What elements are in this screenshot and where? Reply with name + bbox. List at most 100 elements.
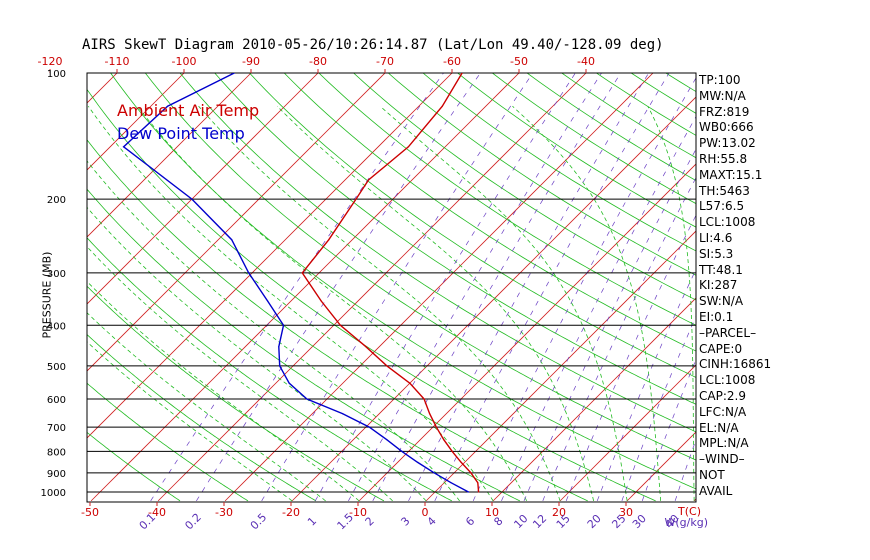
mixing-ratio-line — [150, 73, 444, 502]
mixing-ratio-line — [372, 73, 621, 502]
mixing-ratio-tick-label: 3 — [398, 514, 412, 528]
chart-title: AIRS SkewT Diagram 2010-05-26/10:26:14.8… — [82, 37, 664, 53]
pressure-tick-label: 500 — [47, 362, 66, 373]
moist-adiabat-line — [647, 106, 695, 501]
mixing-ratio-line — [348, 73, 602, 502]
mixing-ratio-tick-label: 0.5 — [248, 511, 270, 533]
bottom-temp-tick-label: -40 — [148, 506, 166, 519]
dry-adiabat-line — [318, 73, 696, 326]
dewpoint-temp-point — [386, 439, 388, 441]
isotherm-line — [87, 73, 252, 238]
mixing-ratio-tick-label: 6 — [463, 514, 477, 528]
isotherm-line — [90, 73, 520, 502]
dewpoint-temp-point — [167, 105, 169, 107]
stat-line: MPL:N/A — [699, 436, 749, 451]
pressure-tick-label: 1000 — [41, 488, 66, 499]
moist-adiabat-line — [276, 105, 594, 501]
stat-line: TH:5463 — [699, 183, 750, 198]
mixing-ratio-line — [434, 73, 670, 502]
stat-line: KI:287 — [699, 278, 738, 293]
stat-line: AVAIL — [699, 483, 733, 498]
dewpoint-temp-point — [267, 300, 269, 302]
top-temp-tick-label: -60 — [443, 55, 461, 68]
dry-adiabat-line — [87, 382, 249, 502]
ambient-temp-point — [367, 179, 370, 181]
dewpoint-temp-point — [417, 461, 419, 463]
stat-line: LFC:N/A — [699, 404, 747, 419]
ambient-temp-point — [339, 324, 341, 326]
moist-adiabat-line — [379, 105, 628, 501]
dewpoint-temp-point — [341, 413, 344, 415]
mixing-ratio-line — [261, 73, 534, 502]
dry-adiabat-line — [87, 188, 520, 502]
bottom-temp-tick-label: -20 — [282, 506, 300, 519]
legend-ambient: Ambient Air Temp — [117, 101, 260, 120]
mixing-ratio-line — [565, 214, 696, 502]
dewpoint-temp-point — [433, 472, 435, 474]
moist-adiabat-line — [87, 341, 293, 502]
top-temp-tick-label: -120 — [38, 55, 63, 68]
dewpoint-temp-point — [279, 365, 281, 367]
isotherm-line — [87, 73, 319, 305]
dewpoint-temp-point — [450, 482, 452, 484]
ambient-temp-point — [443, 439, 445, 441]
dewpoint-temp-point — [191, 198, 193, 200]
isotherm-line — [224, 73, 654, 502]
isotherm-line — [559, 364, 696, 502]
dewpoint-temp-point — [278, 346, 280, 348]
moist-adiabat-line — [198, 105, 561, 502]
stat-line: LI:4.6 — [699, 230, 733, 245]
mixing-ratio-tick-label: 10 — [511, 512, 530, 531]
dewpoint-temp-point — [368, 426, 370, 428]
ambient-temp-point — [320, 300, 322, 302]
moist-adiabat-line — [87, 105, 494, 502]
moist-adiabat-line — [87, 160, 460, 502]
ambient-temp-point — [429, 413, 431, 415]
stat-line: SI:5.3 — [699, 246, 734, 261]
top-temp-tick-label: -100 — [172, 55, 197, 68]
pressure-tick-label: 700 — [47, 423, 66, 434]
bottom-temp-tick-label: -50 — [81, 506, 99, 519]
mixing-ratio-tick-label: 4 — [425, 514, 439, 528]
mixing-ratio-tick-label: 0.2 — [182, 511, 204, 533]
mixing-ratio-tick-label: 20 — [585, 512, 604, 531]
moist-adiabat-line — [87, 206, 427, 502]
pressure-tick-label: 200 — [47, 195, 66, 206]
stat-line: TP:100 — [699, 73, 741, 87]
dry-adiabat-line — [87, 334, 317, 502]
ambient-temp-point — [301, 272, 303, 274]
dry-adiabat-line — [387, 73, 696, 276]
mixing-ratio-line — [196, 73, 481, 502]
stat-line: PW:13.02 — [699, 136, 756, 151]
bottom-temp-tick-label: -30 — [215, 506, 233, 519]
mixing-ratio-unit-label: W(g/kg) — [664, 516, 708, 529]
dry-adiabat-line — [87, 431, 181, 502]
dry-adiabat-line — [87, 88, 656, 502]
mixing-ratio-tick-label: 8 — [491, 514, 505, 528]
ambient-temp-point — [435, 426, 437, 428]
bottom-temp-tick-label: 20 — [552, 506, 566, 519]
mixing-ratio-line — [408, 73, 649, 502]
moist-adiabat-line — [87, 312, 326, 502]
top-temp-tick-label: -70 — [376, 55, 394, 68]
pressure-tick-label: 900 — [47, 469, 66, 480]
ambient-temp-point — [328, 239, 330, 241]
dry-adiabat-line — [248, 73, 696, 378]
isotherm-line — [358, 163, 696, 502]
legend-dewpoint: Dew Point Temp — [117, 124, 245, 143]
mixing-ratio-line — [314, 73, 576, 502]
bottom-temp-tick-label: 30 — [619, 506, 633, 519]
top-temp-tick-label: -80 — [309, 55, 327, 68]
dry-adiabat-line — [283, 73, 696, 352]
top-temp-tick-label: -110 — [105, 55, 130, 68]
moist-adiabat-line — [87, 246, 393, 502]
stat-line: MAXT:15.1 — [699, 167, 763, 182]
isotherm-line — [87, 73, 185, 171]
pressure-tick-label: 300 — [47, 269, 66, 280]
moist-adiabat-line — [136, 105, 527, 502]
bottom-temp-tick-label: 10 — [485, 506, 499, 519]
mixing-ratio-tick-label: 12 — [530, 512, 549, 531]
top-temp-tick-label: -90 — [242, 55, 260, 68]
